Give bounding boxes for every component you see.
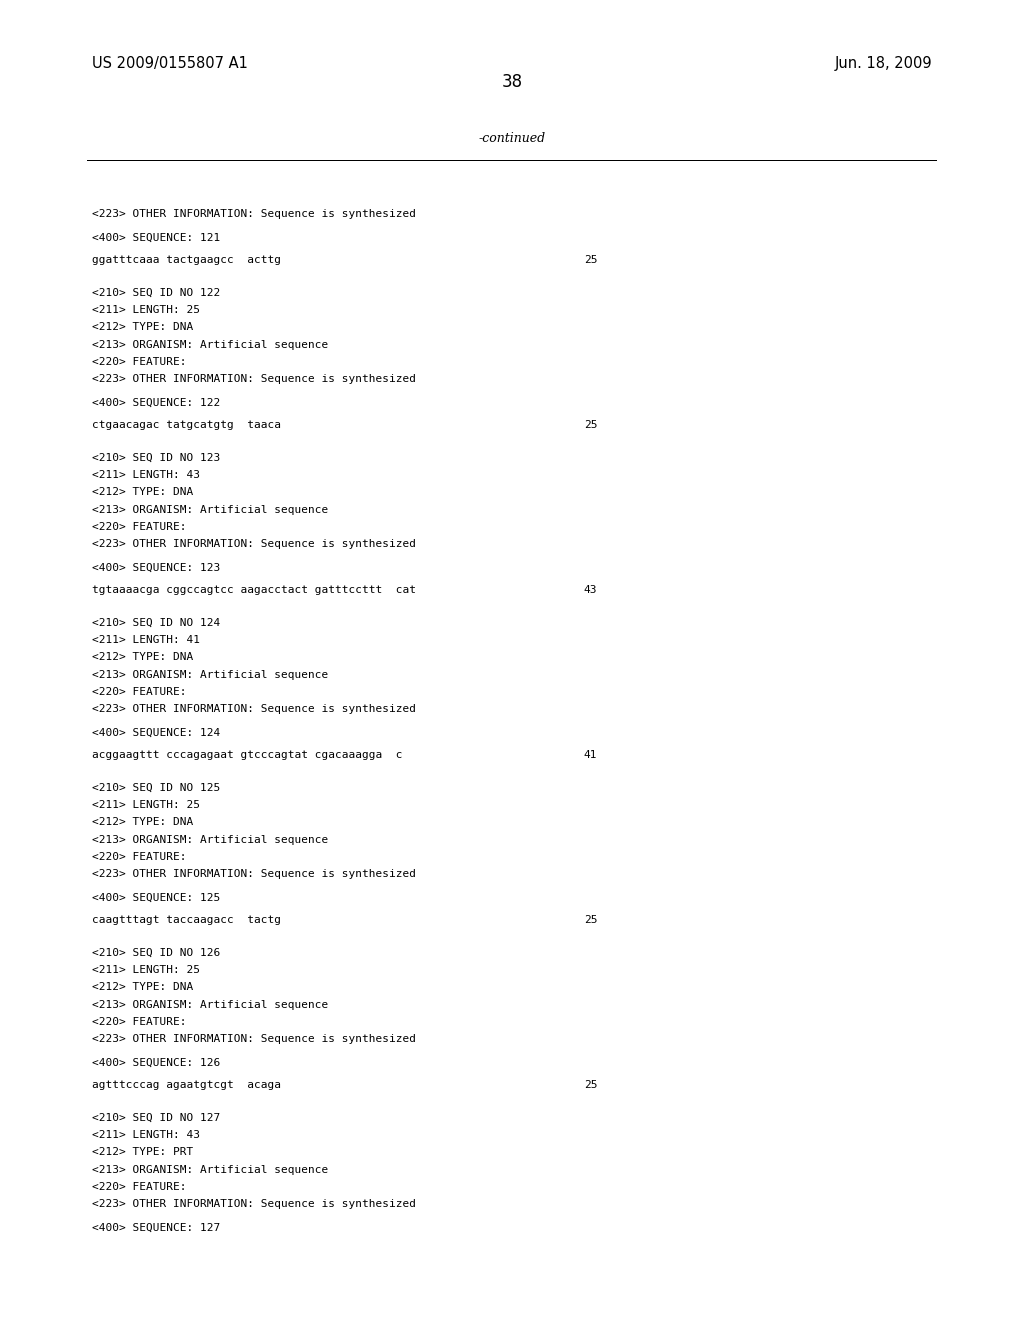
Text: <220> FEATURE:: <220> FEATURE: [92,851,186,862]
Text: <212> TYPE: DNA: <212> TYPE: DNA [92,982,194,993]
Text: <213> ORGANISM: Artificial sequence: <213> ORGANISM: Artificial sequence [92,504,329,515]
Text: ctgaacagac tatgcatgtg  taaca: ctgaacagac tatgcatgtg taaca [92,420,282,430]
Text: acggaagttt cccagagaat gtcccagtat cgacaaagga  c: acggaagttt cccagagaat gtcccagtat cgacaaa… [92,750,402,760]
Text: <223> OTHER INFORMATION: Sequence is synthesized: <223> OTHER INFORMATION: Sequence is syn… [92,704,416,714]
Text: <210> SEQ ID NO 127: <210> SEQ ID NO 127 [92,1113,220,1123]
Text: <213> ORGANISM: Artificial sequence: <213> ORGANISM: Artificial sequence [92,834,329,845]
Text: <212> TYPE: DNA: <212> TYPE: DNA [92,487,194,498]
Text: <220> FEATURE:: <220> FEATURE: [92,1016,186,1027]
Text: <210> SEQ ID NO 124: <210> SEQ ID NO 124 [92,618,220,628]
Text: -continued: -continued [478,132,546,145]
Text: <223> OTHER INFORMATION: Sequence is synthesized: <223> OTHER INFORMATION: Sequence is syn… [92,869,416,879]
Text: <400> SEQUENCE: 123: <400> SEQUENCE: 123 [92,562,220,573]
Text: <210> SEQ ID NO 122: <210> SEQ ID NO 122 [92,288,220,298]
Text: <210> SEQ ID NO 126: <210> SEQ ID NO 126 [92,948,220,958]
Text: <210> SEQ ID NO 123: <210> SEQ ID NO 123 [92,453,220,463]
Text: ggatttcaaa tactgaagcc  acttg: ggatttcaaa tactgaagcc acttg [92,255,282,265]
Text: <213> ORGANISM: Artificial sequence: <213> ORGANISM: Artificial sequence [92,1164,329,1175]
Text: <212> TYPE: DNA: <212> TYPE: DNA [92,322,194,333]
Text: 41: 41 [584,750,597,760]
Text: 25: 25 [584,420,597,430]
Text: <223> OTHER INFORMATION: Sequence is synthesized: <223> OTHER INFORMATION: Sequence is syn… [92,539,416,549]
Text: <211> LENGTH: 25: <211> LENGTH: 25 [92,305,200,315]
Text: <223> OTHER INFORMATION: Sequence is synthesized: <223> OTHER INFORMATION: Sequence is syn… [92,1199,416,1209]
Text: <400> SEQUENCE: 125: <400> SEQUENCE: 125 [92,892,220,903]
Text: 38: 38 [502,73,522,91]
Text: 25: 25 [584,915,597,925]
Text: <223> OTHER INFORMATION: Sequence is synthesized: <223> OTHER INFORMATION: Sequence is syn… [92,209,416,219]
Text: Jun. 18, 2009: Jun. 18, 2009 [835,55,932,71]
Text: <213> ORGANISM: Artificial sequence: <213> ORGANISM: Artificial sequence [92,999,329,1010]
Text: <220> FEATURE:: <220> FEATURE: [92,686,186,697]
Text: <213> ORGANISM: Artificial sequence: <213> ORGANISM: Artificial sequence [92,669,329,680]
Text: <400> SEQUENCE: 124: <400> SEQUENCE: 124 [92,727,220,738]
Text: <211> LENGTH: 43: <211> LENGTH: 43 [92,1130,200,1140]
Text: 25: 25 [584,1080,597,1090]
Text: 25: 25 [584,255,597,265]
Text: tgtaaaacga cggccagtcc aagacctact gatttccttt  cat: tgtaaaacga cggccagtcc aagacctact gatttcc… [92,585,416,595]
Text: <220> FEATURE:: <220> FEATURE: [92,1181,186,1192]
Text: <223> OTHER INFORMATION: Sequence is synthesized: <223> OTHER INFORMATION: Sequence is syn… [92,1034,416,1044]
Text: <212> TYPE: PRT: <212> TYPE: PRT [92,1147,194,1158]
Text: <400> SEQUENCE: 121: <400> SEQUENCE: 121 [92,232,220,243]
Text: US 2009/0155807 A1: US 2009/0155807 A1 [92,55,248,71]
Text: <211> LENGTH: 25: <211> LENGTH: 25 [92,800,200,810]
Text: <400> SEQUENCE: 126: <400> SEQUENCE: 126 [92,1057,220,1068]
Text: 43: 43 [584,585,597,595]
Text: <223> OTHER INFORMATION: Sequence is synthesized: <223> OTHER INFORMATION: Sequence is syn… [92,374,416,384]
Text: agtttcccag agaatgtcgt  acaga: agtttcccag agaatgtcgt acaga [92,1080,282,1090]
Text: <213> ORGANISM: Artificial sequence: <213> ORGANISM: Artificial sequence [92,339,329,350]
Text: <212> TYPE: DNA: <212> TYPE: DNA [92,817,194,828]
Text: <400> SEQUENCE: 122: <400> SEQUENCE: 122 [92,397,220,408]
Text: <211> LENGTH: 41: <211> LENGTH: 41 [92,635,200,645]
Text: <212> TYPE: DNA: <212> TYPE: DNA [92,652,194,663]
Text: <211> LENGTH: 25: <211> LENGTH: 25 [92,965,200,975]
Text: caagtttagt taccaagacc  tactg: caagtttagt taccaagacc tactg [92,915,282,925]
Text: <400> SEQUENCE: 127: <400> SEQUENCE: 127 [92,1222,220,1233]
Text: <210> SEQ ID NO 125: <210> SEQ ID NO 125 [92,783,220,793]
Text: <220> FEATURE:: <220> FEATURE: [92,521,186,532]
Text: <220> FEATURE:: <220> FEATURE: [92,356,186,367]
Text: <211> LENGTH: 43: <211> LENGTH: 43 [92,470,200,480]
